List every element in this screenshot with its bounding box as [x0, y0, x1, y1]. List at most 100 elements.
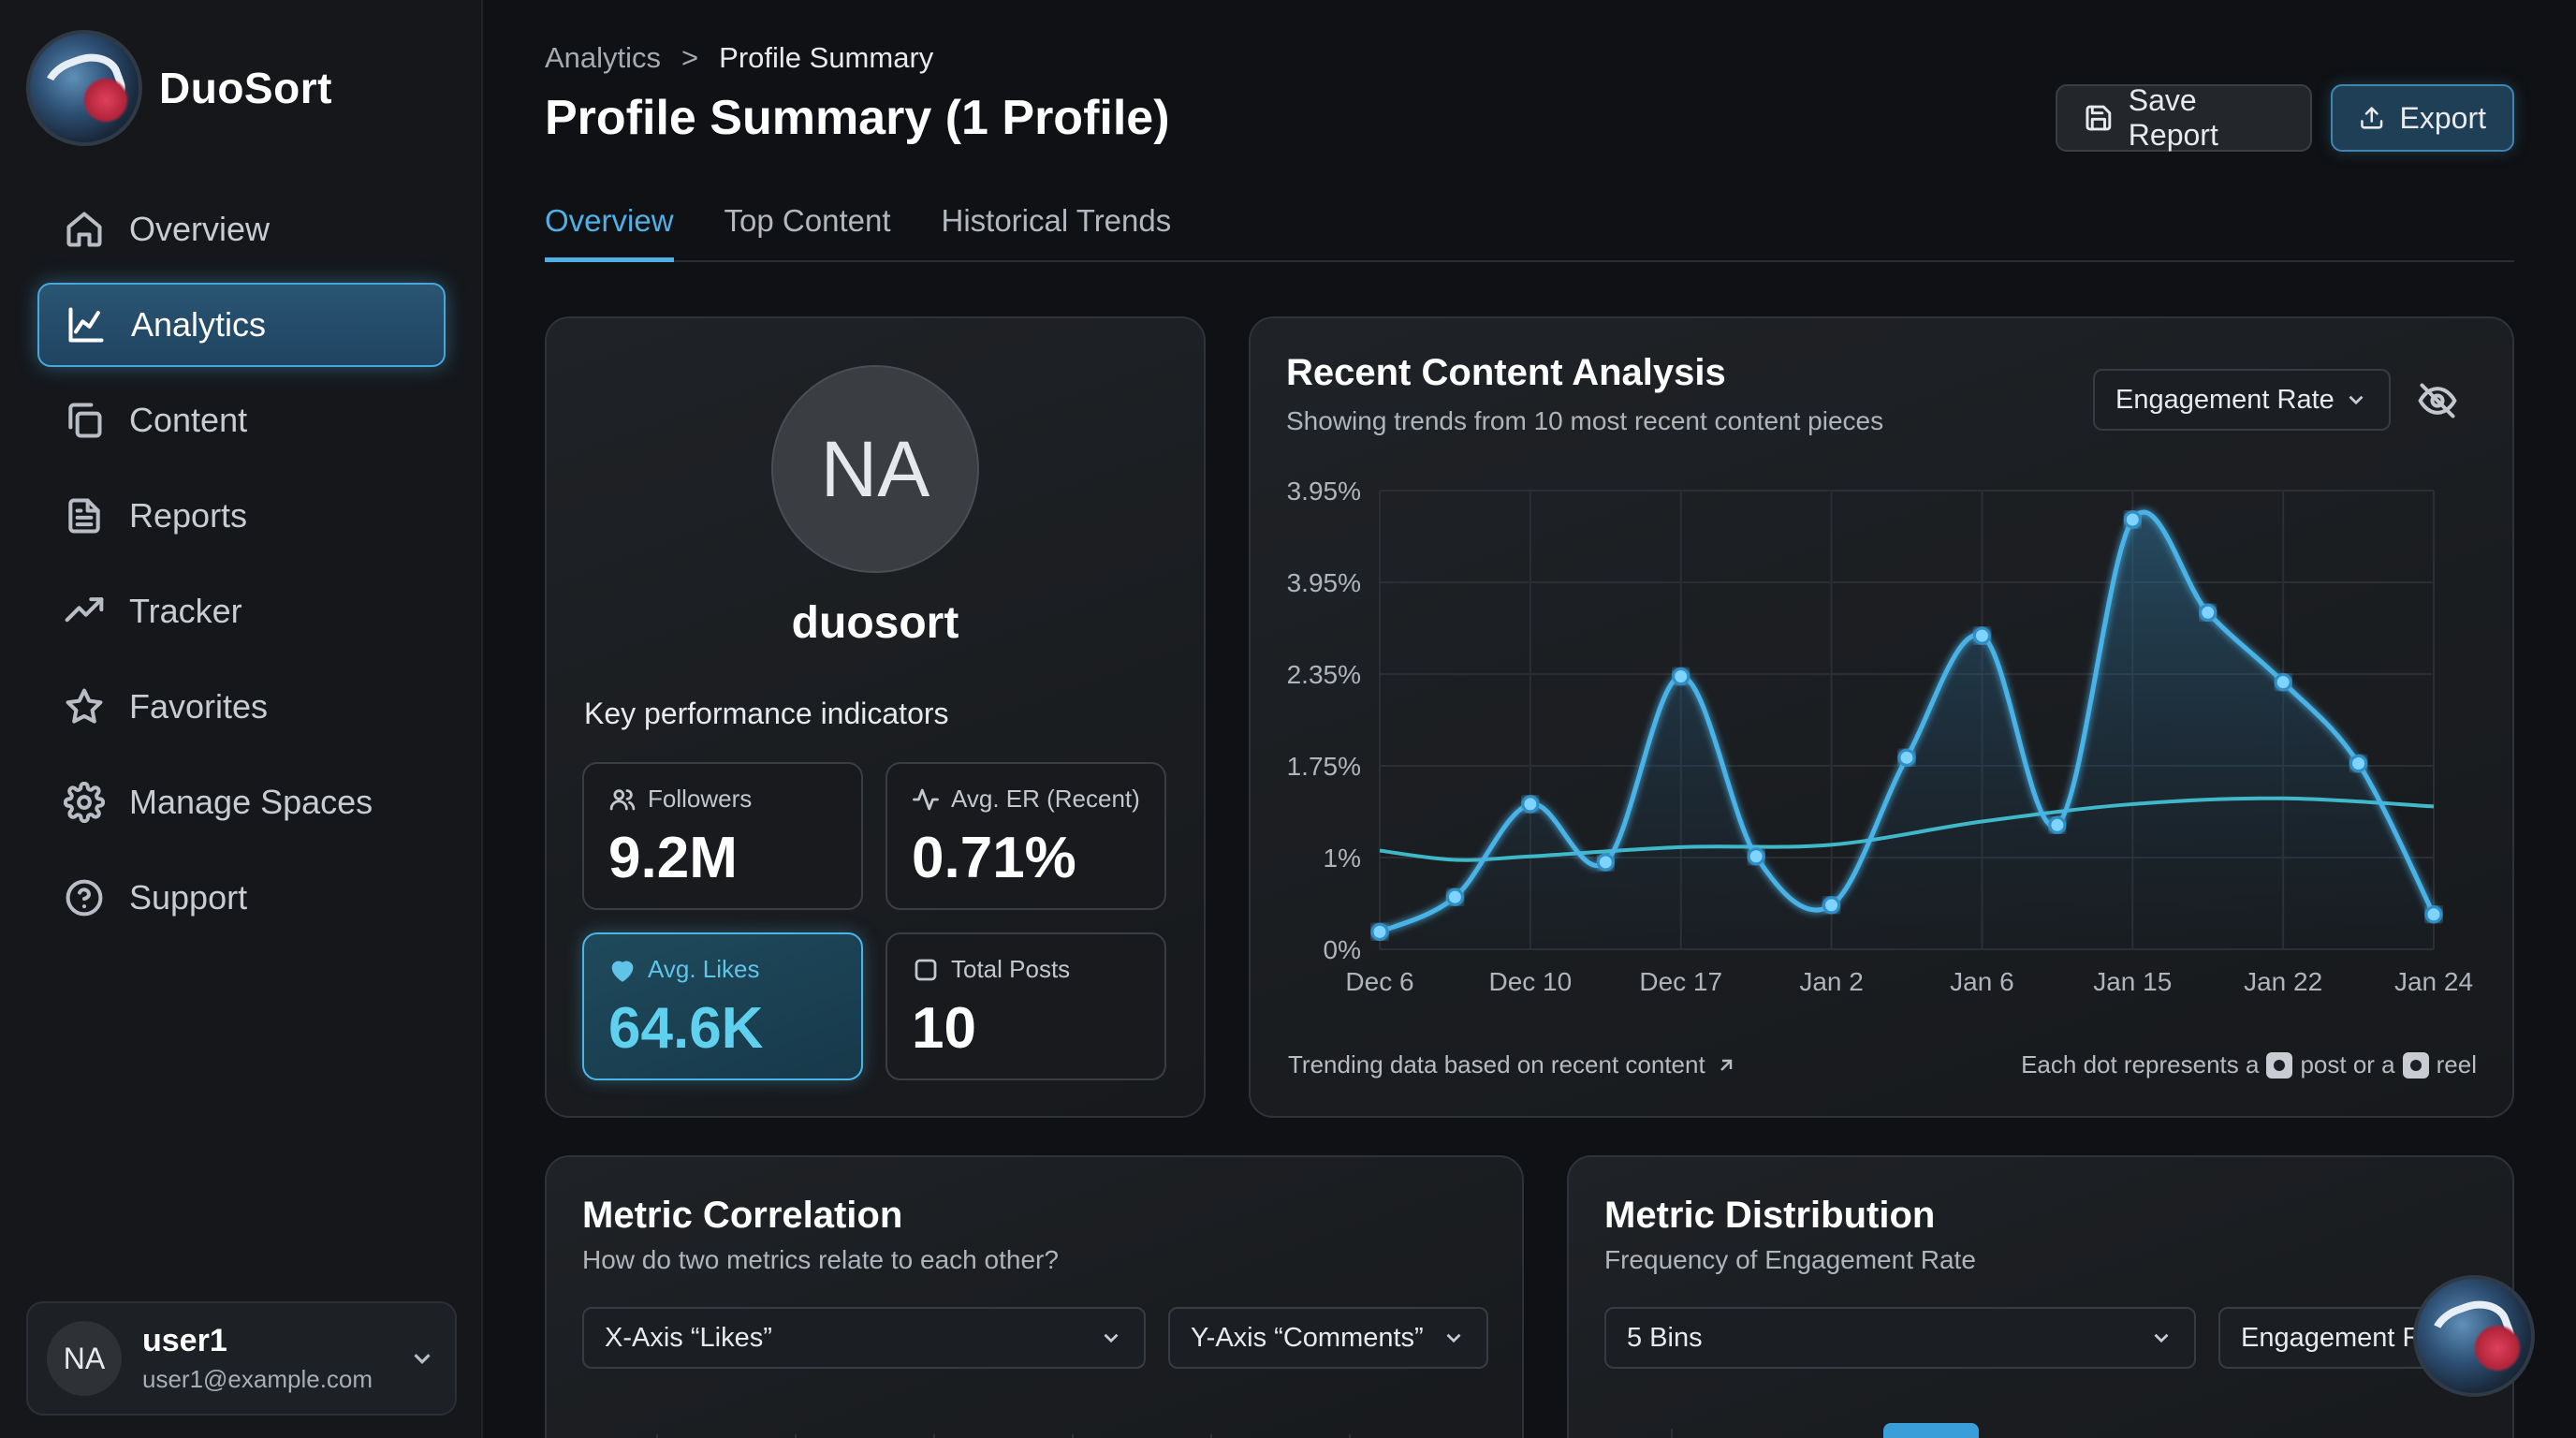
gear-icon	[64, 782, 105, 823]
help-icon	[66, 879, 103, 917]
kpi-avg-likes: Avg. Likes 64.6K	[582, 932, 863, 1080]
sidebar-item-label: Manage Spaces	[129, 783, 373, 821]
trend-line	[1379, 796, 2435, 862]
data-point	[1521, 795, 1540, 814]
kpi-total-posts-value: 10	[912, 996, 976, 1061]
data-point	[1596, 853, 1615, 872]
avatar: NA	[47, 1321, 122, 1396]
data-point	[2424, 905, 2443, 924]
user-menu[interactable]: NA user1 user1@example.com	[26, 1301, 457, 1416]
duosort-corner-logo[interactable]	[2413, 1275, 2535, 1397]
sidebar-item-favorites[interactable]: Favorites	[37, 665, 446, 749]
correlation-title: Metric Correlation	[582, 1195, 903, 1236]
sidebar-item-overview[interactable]: Overview	[37, 187, 446, 271]
users-icon	[609, 788, 636, 810]
page-title: Profile Summary (1 Profile)	[545, 91, 1170, 145]
chart-footer-note[interactable]: Trending data based on recent content	[1288, 1050, 1737, 1079]
data-point	[2349, 755, 2368, 773]
sidebar-item-label: Content	[129, 401, 248, 439]
bins-select-value: 5 Bins	[1627, 1322, 1703, 1353]
data-point	[1747, 847, 1765, 866]
tab-top-content[interactable]: Top Content	[724, 203, 891, 238]
sidebar-item-label: Overview	[129, 210, 271, 248]
metric-correlation-card: Metric Correlation How do two metrics re…	[545, 1155, 1524, 1438]
kpi-avg-er: Avg. ER (Recent) 0.71%	[886, 762, 1166, 910]
sidebar-item-tracker[interactable]: Tracker	[37, 569, 446, 653]
home-icon	[66, 212, 102, 247]
user-email: user1@example.com	[142, 1365, 373, 1393]
brand[interactable]: DuoSort	[26, 30, 332, 146]
square-icon	[915, 959, 937, 980]
engagement-line-chart: 3.95% 3.95% 2.35% 1.75% 1% 0% Dec 6 Dec 10 Dec 1…	[1287, 477, 2473, 996]
sidebar-item-reports[interactable]: Reports	[37, 474, 446, 558]
kpi-avg-likes-label: Avg. Likes	[648, 955, 760, 983]
chevron-down-icon	[1104, 1333, 1119, 1343]
chart-legend-note: Each dot represents a post or a reel	[2021, 1050, 2477, 1079]
kpi-heading: Key performance indicators	[584, 697, 949, 730]
sidebar-item-label: Analytics	[131, 305, 267, 344]
brand-name: DuoSort	[159, 64, 332, 112]
user-info: user1 user1@example.com	[142, 1323, 388, 1394]
profile-name: duosort	[791, 598, 959, 648]
x-tick-label: Jan 2	[1799, 967, 1864, 996]
reel-icon	[2402, 1051, 2429, 1078]
y-axis-select[interactable]: Y-Axis “Comments”	[1168, 1307, 1488, 1369]
breadcrumb-separator: >	[681, 41, 699, 74]
star-icon	[66, 688, 103, 724]
save-report-button[interactable]: Save Report	[2056, 83, 2312, 152]
y-tick-label: 3.95%	[1287, 477, 1361, 506]
eye-off-icon[interactable]	[2417, 380, 2458, 421]
recent-content-subtitle: Showing trends from 10 most recent conte…	[1286, 406, 1884, 435]
document-icon	[68, 498, 100, 534]
duosort-logo	[26, 30, 142, 146]
breadcrumb-parent[interactable]: Analytics	[545, 41, 662, 74]
y-tick-label: 1.75%	[1287, 752, 1361, 781]
sidebar-item-analytics[interactable]: Analytics	[37, 283, 446, 367]
metric-select[interactable]: Engagement Rate	[2093, 369, 2391, 431]
tab-overview[interactable]: Overview	[545, 198, 674, 262]
legend-post: post or a	[2300, 1050, 2395, 1078]
y-axis-select-value: Y-Axis “Comments”	[1191, 1322, 1424, 1353]
x-tick-label: Dec 17	[1639, 967, 1722, 996]
sidebar-nav: Overview Analytics Content Reports Track…	[37, 187, 446, 951]
y-tick-label: 1%	[1324, 844, 1361, 873]
x-tick-label: Jan 24	[2394, 967, 2473, 996]
trending-icon	[65, 597, 104, 623]
kpi-total-posts: Total Posts 10	[886, 932, 1166, 1080]
copy-icon	[68, 403, 102, 438]
histogram-preview	[1671, 1423, 1979, 1438]
activity-icon	[913, 788, 939, 810]
data-point	[1445, 888, 1464, 906]
x-tick-label: Jan 22	[2244, 967, 2322, 996]
tab-historical-trends[interactable]: Historical Trends	[941, 203, 1172, 238]
correlation-subtitle: How do two metrics relate to each other?	[582, 1245, 1059, 1274]
bins-select[interactable]: 5 Bins	[1604, 1307, 2196, 1369]
line-area-fill	[1380, 512, 2434, 949]
data-point	[2048, 815, 2067, 834]
sidebar-item-content[interactable]: Content	[37, 378, 446, 462]
export-button[interactable]: Export	[2331, 84, 2514, 152]
kpi-label: Avg. Likes	[608, 955, 837, 984]
data-point	[2123, 510, 2142, 529]
metric-distribution-card: Metric Distribution Frequency of Engagem…	[1567, 1155, 2514, 1438]
breadcrumb: Analytics > Profile Summary	[545, 41, 933, 75]
recent-content-card: Recent Content Analysis Showing trends f…	[1249, 316, 2514, 1118]
legend-prefix: Each dot represents a	[2021, 1050, 2260, 1078]
breadcrumb-current: Profile Summary	[719, 41, 934, 74]
data-point	[1370, 922, 1389, 941]
chevron-down-icon[interactable]	[408, 1344, 436, 1372]
kpi-avg-likes-value: 64.6K	[608, 996, 764, 1061]
recent-content-title: Recent Content Analysis	[1286, 352, 1726, 393]
sidebar-item-support[interactable]: Support	[37, 856, 446, 940]
data-point	[2274, 673, 2292, 692]
distribution-subtitle: Frequency of Engagement Rate	[1604, 1245, 1976, 1274]
profile-avatar: NA	[771, 365, 979, 573]
x-tick-label: Jan 15	[2093, 967, 2172, 996]
upload-icon	[2361, 107, 2383, 129]
distribution-metric-value: Engagement R	[2241, 1322, 2422, 1353]
kpi-followers-value: 9.2M	[608, 826, 738, 890]
x-axis-select-value: X-Axis “Likes”	[605, 1322, 772, 1353]
x-axis-select[interactable]: X-Axis “Likes”	[582, 1307, 1146, 1369]
x-tick-label: Dec 10	[1488, 967, 1572, 996]
sidebar-item-manage-spaces[interactable]: Manage Spaces	[37, 760, 446, 844]
